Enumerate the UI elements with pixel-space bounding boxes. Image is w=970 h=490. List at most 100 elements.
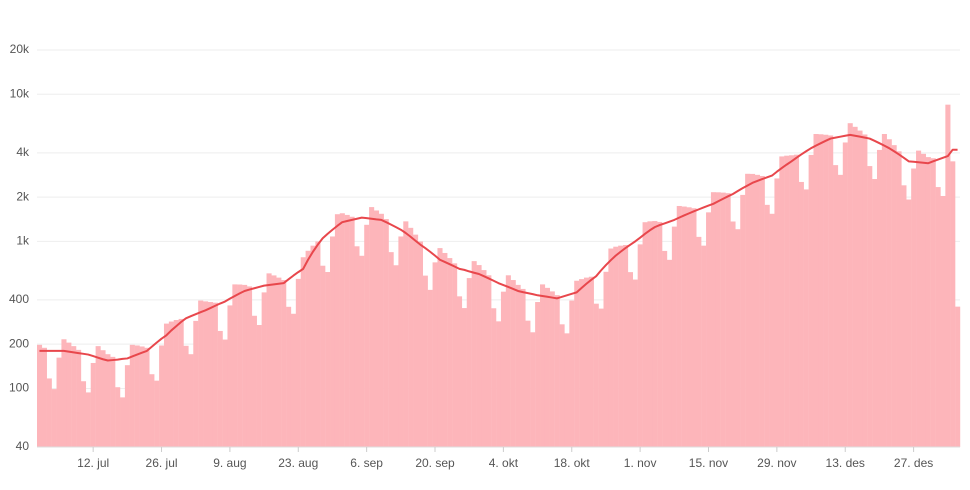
bar — [110, 356, 116, 447]
bar — [466, 278, 472, 447]
bar — [950, 161, 956, 447]
y-tick-label: 20k — [10, 42, 30, 56]
bar — [85, 392, 91, 447]
bar — [911, 168, 917, 447]
bar — [398, 236, 404, 447]
bar — [559, 324, 565, 447]
bar — [266, 273, 272, 447]
bar — [100, 350, 106, 447]
x-tick-label: 1. nov — [624, 456, 657, 470]
bar — [769, 213, 775, 447]
bar — [847, 123, 853, 447]
bar — [61, 339, 67, 447]
bar — [759, 175, 765, 448]
bar — [691, 208, 697, 447]
average-line — [39, 133, 958, 362]
bar — [808, 154, 814, 447]
bar — [154, 380, 160, 447]
bar — [95, 346, 101, 447]
bar — [168, 321, 174, 447]
bar — [720, 192, 726, 447]
bar — [393, 265, 399, 447]
bar — [37, 344, 43, 447]
bar — [227, 305, 233, 447]
x-tick-label: 13. des — [826, 456, 865, 470]
bar — [862, 134, 868, 448]
bar — [671, 226, 677, 447]
x-tick-label: 29. nov — [757, 456, 796, 470]
bar — [339, 213, 345, 447]
bar — [66, 342, 72, 447]
bar — [437, 248, 443, 447]
bar — [383, 219, 389, 447]
bar — [237, 284, 243, 447]
bar — [41, 347, 47, 447]
bar — [129, 344, 135, 447]
bar — [842, 142, 848, 448]
bar — [315, 241, 321, 447]
bar — [730, 221, 736, 447]
bar — [569, 300, 575, 447]
bar — [876, 149, 883, 447]
bar — [549, 291, 555, 447]
bar — [725, 193, 731, 447]
bar — [647, 221, 653, 447]
y-tick-label: 400 — [9, 292, 29, 306]
bar — [833, 165, 839, 447]
x-tick-label: 26. jul — [146, 456, 178, 470]
bar — [779, 156, 785, 448]
bar — [637, 244, 643, 447]
bar — [115, 387, 121, 447]
bar — [657, 221, 663, 447]
y-tick-label: 4k — [16, 145, 30, 159]
bar — [803, 189, 809, 447]
bar — [510, 280, 516, 447]
bar — [613, 246, 619, 447]
bar — [491, 308, 497, 447]
bar — [442, 252, 448, 447]
bar — [774, 178, 780, 448]
bar — [754, 174, 760, 447]
bar — [144, 347, 150, 447]
bar — [207, 302, 214, 447]
bar — [896, 151, 902, 447]
bar — [828, 135, 834, 448]
bar — [422, 275, 428, 447]
x-tick-label: 9. aug — [213, 456, 246, 470]
bar — [666, 259, 673, 447]
bar — [305, 250, 311, 447]
x-tick-label: 18. okt — [554, 456, 591, 470]
bar — [583, 277, 590, 447]
bar — [242, 284, 248, 447]
bar — [325, 272, 331, 447]
bar — [530, 332, 536, 447]
bar — [349, 216, 355, 447]
bar — [837, 174, 843, 447]
bar — [427, 289, 433, 447]
bar — [320, 265, 326, 447]
bar — [330, 236, 336, 447]
y-tick-label: 1k — [16, 234, 30, 248]
bar — [281, 280, 287, 447]
bar — [579, 279, 585, 447]
bar — [276, 277, 282, 447]
bar — [46, 378, 52, 447]
bar — [476, 265, 482, 447]
bar — [295, 278, 301, 447]
bar — [198, 300, 204, 447]
bar — [246, 286, 253, 447]
bar — [603, 271, 609, 447]
bar — [212, 302, 218, 447]
bar — [852, 126, 858, 447]
bar — [735, 229, 741, 447]
bar — [823, 134, 829, 447]
bar — [745, 173, 751, 447]
bar — [901, 185, 907, 448]
bar — [540, 284, 546, 447]
bar — [750, 173, 756, 448]
x-tick-label: 15. nov — [689, 456, 728, 470]
bar — [447, 258, 453, 447]
bar — [662, 250, 668, 447]
y-tick-label: 2k — [16, 189, 30, 203]
bar — [793, 154, 800, 447]
